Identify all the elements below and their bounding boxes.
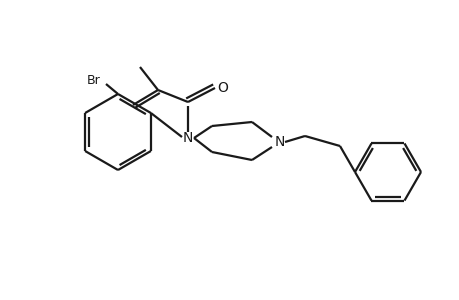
- Text: Br: Br: [87, 74, 101, 86]
- Text: O: O: [217, 81, 228, 95]
- Text: N: N: [274, 135, 285, 149]
- Text: N: N: [182, 131, 193, 145]
